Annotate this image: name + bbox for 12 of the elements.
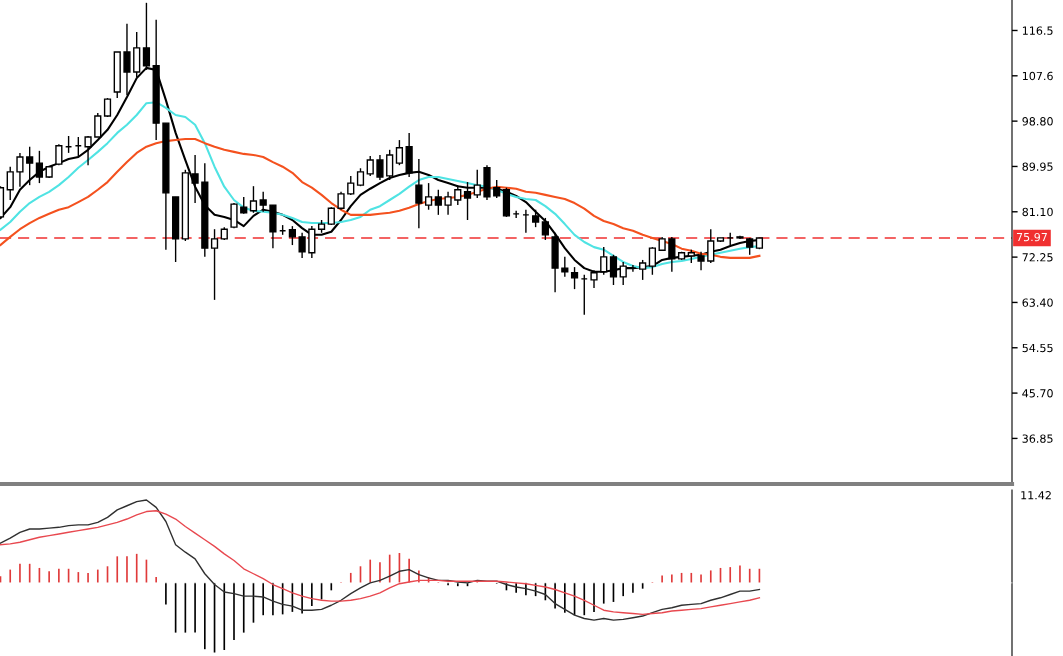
y-tick-label: 89.95 <box>1022 162 1053 171</box>
ref-line-label: 75.97 <box>1016 232 1047 242</box>
y-tick-label: 36.85 <box>1022 434 1053 443</box>
y-tick-label: 45.70 <box>1022 389 1053 398</box>
y-tick-label: 54.55 <box>1022 343 1053 353</box>
y-tick-label: 107.6 <box>1022 71 1053 81</box>
text: 11.42 <box>1021 491 1051 500</box>
y-tick-label: 81.10 <box>1022 207 1053 217</box>
y-tick-label: 116.5 <box>1022 26 1053 35</box>
y-tick-label: 98.80 <box>1022 117 1053 126</box>
y-tick-label: 63.40 <box>1022 298 1053 307</box>
y-tick-label: 72.25 <box>1022 253 1053 262</box>
